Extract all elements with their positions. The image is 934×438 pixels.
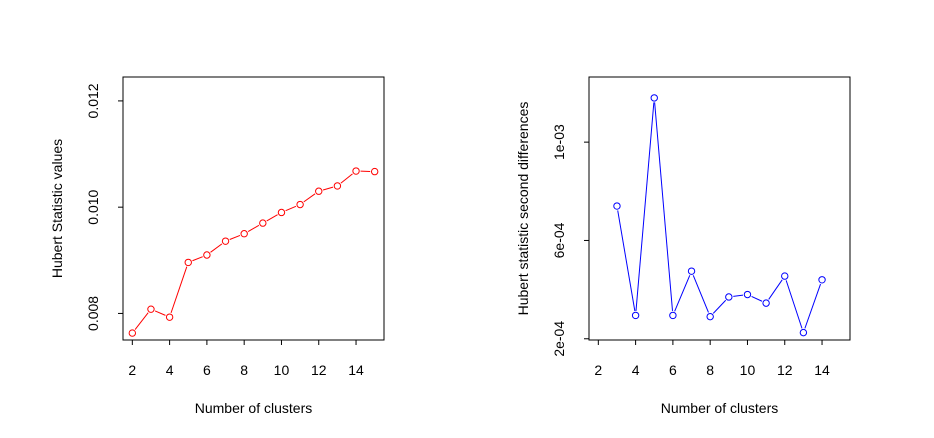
x-tick-label: 4: [166, 362, 174, 378]
series-line-segment: [768, 279, 783, 300]
x-tick-label: 4: [632, 362, 640, 378]
series-line-segment: [134, 312, 149, 330]
data-point: [333, 182, 342, 190]
data-point: [240, 230, 248, 238]
data-point: [277, 208, 286, 217]
data-point: [315, 187, 323, 195]
y-tick-label: 2e-04: [551, 321, 567, 357]
x-tick-label: 10: [274, 362, 290, 378]
series-line-segment: [635, 102, 655, 311]
series-line-segment: [751, 295, 763, 302]
data-point: [221, 237, 230, 245]
series-line-segment: [170, 266, 188, 314]
x-tick-label: 6: [203, 362, 211, 378]
y-tick-label: 6e-04: [551, 222, 567, 258]
series-line-segment: [303, 193, 316, 203]
series-line-segment: [210, 243, 223, 253]
series-line-segment: [340, 173, 353, 184]
plot-frame: [122, 76, 385, 341]
x-tick-label: 14: [814, 362, 830, 378]
y-axis: 0.008 0.010 0.012: [85, 83, 123, 331]
series-line-segment: [192, 256, 203, 262]
data-point: [165, 313, 174, 321]
series-line-segment: [247, 224, 260, 232]
x-axis-title: Number of clusters: [661, 400, 778, 416]
y-axis-title: Hubert Statistic values: [49, 139, 65, 278]
series-line-segment: [229, 234, 241, 240]
series-line-segment: [804, 283, 822, 329]
data-point: [370, 167, 379, 176]
series-line-segment: [733, 294, 744, 297]
data-point: [184, 258, 192, 267]
data-point: [147, 305, 155, 313]
series-line-segment: [712, 299, 727, 314]
data-point: [650, 94, 658, 102]
data-point: [128, 329, 137, 337]
x-tick-label: 12: [777, 362, 793, 378]
series-line-segment: [285, 205, 297, 212]
x-tick-label: 14: [348, 362, 364, 378]
data-point: [687, 267, 696, 275]
x-axis-title: Number of clusters: [195, 400, 312, 416]
chart-hubert-values: 2 4 6 8 10 12 14 0.008 0.010 0.012 Number of clu…: [49, 76, 385, 416]
x-tick-label: 2: [128, 362, 136, 378]
series-second-differences: [613, 94, 826, 337]
x-axis: 2 4 6 8 10 12 14: [594, 340, 830, 378]
data-point: [725, 293, 733, 301]
x-tick-label: 8: [706, 362, 714, 378]
y-tick-label: 0.008: [85, 296, 101, 331]
x-tick-label: 6: [669, 362, 677, 378]
x-tick-label: 2: [594, 362, 602, 378]
y-axis: 2e-04 6e-04 1e-03: [551, 124, 589, 357]
series-line-segment: [617, 210, 636, 312]
series-line-segment: [785, 280, 803, 329]
x-tick-label: 12: [311, 362, 327, 378]
chart-hubert-second-differences: 2 4 6 8 10 12 14 2e-04 6e-04 1e-03 Number of clu…: [515, 76, 851, 416]
data-point: [706, 312, 714, 321]
x-tick-label: 10: [740, 362, 756, 378]
data-point: [818, 276, 826, 284]
data-point: [203, 251, 211, 259]
series-line-segment: [692, 275, 709, 313]
plot-frame: [588, 76, 851, 341]
y-tick-label: 0.012: [85, 83, 101, 118]
data-point: [296, 200, 304, 209]
data-point: [743, 290, 752, 299]
x-tick-label: 8: [240, 362, 248, 378]
series-line-segment: [322, 186, 334, 191]
series-line-segment: [154, 310, 166, 316]
data-point: [352, 167, 360, 175]
series-line-segment: [674, 275, 691, 312]
y-tick-label: 1e-03: [551, 124, 567, 160]
y-axis-title: Hubert statistic second differences: [515, 102, 531, 316]
data-point: [669, 311, 677, 320]
series-line-segment: [266, 214, 278, 222]
data-point: [631, 311, 640, 320]
y-tick-label: 0.010: [85, 189, 101, 224]
data-point: [799, 328, 808, 337]
data-point: [613, 202, 621, 210]
series-line-segment: [654, 102, 674, 311]
data-point: [781, 272, 789, 280]
data-point: [762, 299, 770, 307]
x-axis: 2 4 6 8 10 12 14: [128, 340, 364, 378]
series-hubert-values: [128, 167, 379, 337]
data-point: [259, 219, 267, 227]
